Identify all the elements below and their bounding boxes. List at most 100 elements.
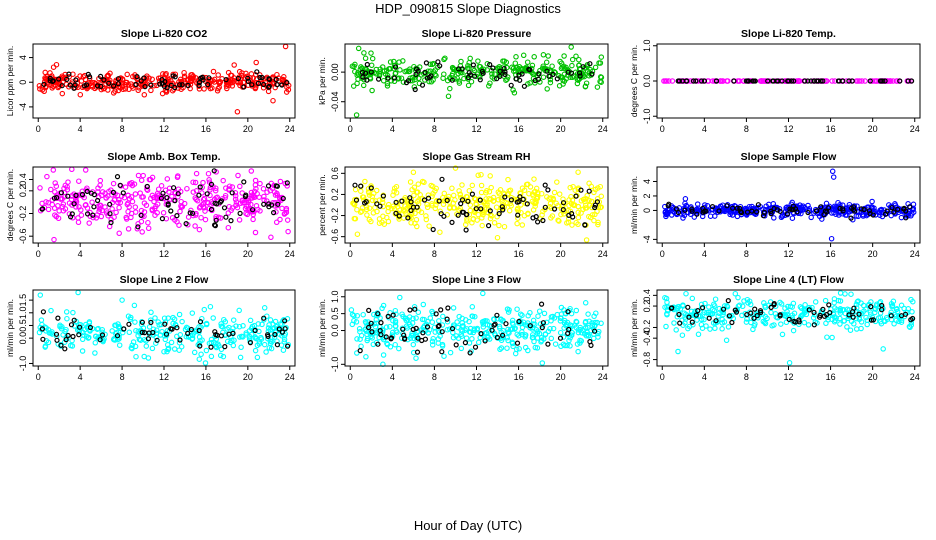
data-point xyxy=(368,62,375,69)
data-point xyxy=(225,210,232,216)
data-point-black xyxy=(419,82,426,88)
data-point xyxy=(504,64,510,71)
data-point-black xyxy=(110,189,117,195)
data-point xyxy=(274,192,281,198)
data-point xyxy=(409,186,415,193)
data-point xyxy=(274,338,280,344)
data-point xyxy=(519,312,525,319)
data-point xyxy=(558,211,564,218)
data-point xyxy=(392,319,399,326)
data-point xyxy=(549,63,555,69)
data-point xyxy=(691,214,698,220)
data-point-black xyxy=(67,214,74,220)
data-point xyxy=(837,315,843,322)
data-point-black xyxy=(284,79,290,86)
data-point-black xyxy=(266,204,272,210)
data-point-black xyxy=(761,209,768,215)
data-point xyxy=(215,85,221,92)
data-point-black xyxy=(369,329,375,335)
data-point-black xyxy=(542,204,548,210)
data-point-black xyxy=(713,318,719,324)
data-point xyxy=(59,203,66,210)
data-point xyxy=(520,52,527,59)
data-point xyxy=(357,328,363,335)
data-point-black xyxy=(420,330,426,336)
data-point-black xyxy=(235,75,241,82)
data-point-black xyxy=(836,78,842,84)
data-point-black xyxy=(888,313,894,319)
data-point xyxy=(872,306,879,312)
series-colored xyxy=(348,290,604,368)
data-point-black xyxy=(413,325,419,331)
data-point xyxy=(206,177,212,183)
data-point xyxy=(392,307,399,314)
data-point xyxy=(79,348,86,354)
data-point xyxy=(811,311,818,318)
data-point xyxy=(413,355,419,361)
data-point xyxy=(115,87,122,94)
data-point xyxy=(213,344,220,351)
data-point xyxy=(591,331,597,337)
data-point xyxy=(430,190,436,197)
data-point-black xyxy=(693,78,699,84)
data-point xyxy=(59,324,65,330)
data-point xyxy=(271,189,278,195)
data-point xyxy=(885,78,891,84)
data-point-black xyxy=(566,212,572,218)
data-point xyxy=(432,67,439,73)
data-point xyxy=(266,322,272,328)
y-axis-label: percent per min. xyxy=(317,174,327,235)
data-point xyxy=(128,345,135,351)
data-point xyxy=(351,312,357,319)
data-point xyxy=(191,349,198,356)
data-point xyxy=(237,354,244,361)
y-tick-label: -0.8 xyxy=(642,352,652,368)
data-point-black xyxy=(271,210,277,216)
data-point xyxy=(49,85,55,91)
data-point xyxy=(353,319,360,325)
data-point xyxy=(218,346,225,353)
data-point xyxy=(735,294,741,301)
data-point xyxy=(212,187,219,194)
data-point xyxy=(172,190,179,196)
data-point xyxy=(749,206,756,212)
data-point xyxy=(547,67,553,74)
data-point-black xyxy=(490,65,496,71)
data-point xyxy=(490,194,497,201)
data-point xyxy=(570,183,576,190)
x-tick-label: 20 xyxy=(868,372,878,382)
data-point xyxy=(747,301,754,308)
data-point xyxy=(542,206,548,213)
data-point xyxy=(253,185,259,192)
data-point-outlier xyxy=(355,45,362,52)
data-point xyxy=(524,59,531,65)
data-point xyxy=(680,303,686,309)
data-point xyxy=(153,334,159,340)
data-point-black xyxy=(47,78,53,84)
data-point xyxy=(205,200,212,206)
data-point xyxy=(236,217,243,223)
data-point xyxy=(858,319,865,325)
data-point xyxy=(829,78,835,84)
data-point-black xyxy=(477,77,483,83)
data-point-black xyxy=(539,325,545,331)
data-point xyxy=(837,306,844,312)
data-point-outlier xyxy=(231,62,237,68)
data-point-black xyxy=(668,305,675,311)
data-point-black xyxy=(41,81,47,87)
data-point xyxy=(419,178,426,185)
data-point-black xyxy=(467,350,473,356)
data-point xyxy=(368,71,374,77)
data-point xyxy=(176,339,183,346)
x-tick-label: 24 xyxy=(598,372,608,382)
data-point-black xyxy=(353,197,360,203)
data-point-black xyxy=(87,324,94,331)
data-point-black xyxy=(90,212,96,218)
data-point-black xyxy=(378,332,384,338)
data-point xyxy=(402,68,408,75)
data-point xyxy=(893,78,900,84)
data-point xyxy=(529,62,536,69)
data-point-black xyxy=(64,76,70,83)
data-point xyxy=(469,313,475,319)
data-point xyxy=(368,50,374,56)
